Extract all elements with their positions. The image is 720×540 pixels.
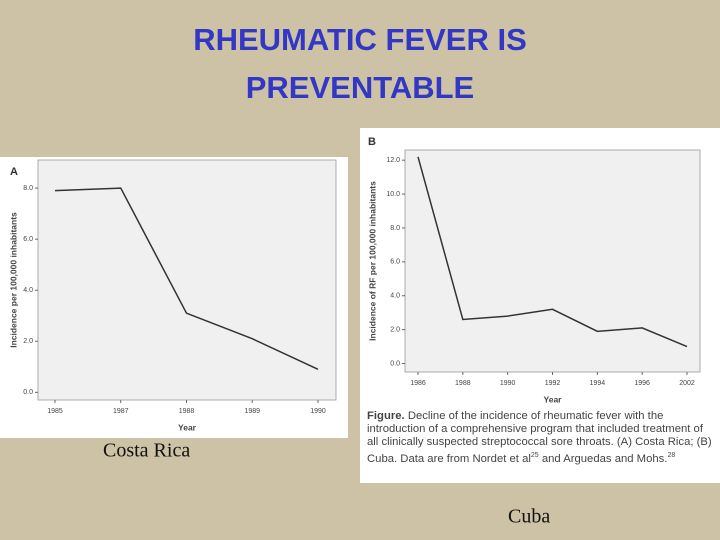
x-tick-label: 2002: [679, 380, 695, 387]
x-axis-label: Year: [178, 422, 197, 432]
x-tick-label: 1990: [310, 408, 326, 415]
reference: 28: [667, 452, 676, 459]
y-tick-label: 0.0: [23, 389, 33, 396]
y-axis-label: Incidence per 100,000 inhabitants: [8, 212, 18, 348]
x-tick-label: 1994: [590, 380, 606, 387]
y-tick-label: 2.0: [23, 338, 33, 345]
x-tick-label: 1992: [545, 380, 561, 387]
x-tick-label: 1987: [113, 408, 129, 415]
y-tick-label: 4.0: [23, 287, 33, 294]
caption: Costa Rica: [103, 440, 190, 462]
x-tick-label: 1988: [455, 380, 471, 387]
y-tick-label: 12.0: [386, 157, 400, 164]
x-tick-label: 1989: [244, 408, 260, 415]
panel-label: A: [10, 166, 18, 178]
caption: Cuba: [508, 506, 550, 528]
y-tick-label: 2.0: [390, 326, 400, 333]
x-tick-label: 1996: [634, 380, 650, 387]
y-tick-label: 8.0: [390, 225, 400, 232]
y-tick-label: 0.0: [390, 360, 400, 367]
plot-area: [37, 159, 337, 401]
y-tick-label: 8.0: [23, 185, 33, 192]
slide-title: RHEUMATIC FEVER IS: [193, 22, 527, 57]
x-axis-label: Year: [544, 394, 563, 404]
y-tick-label: 10.0: [386, 191, 400, 198]
x-tick-label: 1988: [179, 408, 195, 415]
y-tick-label: 6.0: [390, 259, 400, 266]
y-tick-label: 6.0: [23, 236, 33, 243]
x-tick-label: 1986: [410, 380, 426, 387]
data-line: [417, 156, 688, 348]
y-axis-label: Incidence of RF per 100,000 inhabitants: [367, 181, 377, 341]
reference: 25: [530, 452, 539, 459]
x-tick-label: 1985: [47, 408, 63, 415]
slide-title: PREVENTABLE: [246, 70, 475, 105]
caption-label: Figure.: [367, 410, 405, 422]
panel-label: B: [368, 136, 376, 148]
plot-area: [404, 149, 701, 373]
figure-caption: Figure. Decline of the incidence of rheu…: [367, 410, 712, 466]
caption-text: Decline of the incidence of rheumatic fe…: [367, 410, 712, 465]
caption-text: and Arguedas and Mohs.: [538, 452, 668, 465]
y-tick-label: 4.0: [390, 293, 400, 300]
data-line: [54, 187, 319, 371]
x-tick-label: 1990: [500, 380, 516, 387]
